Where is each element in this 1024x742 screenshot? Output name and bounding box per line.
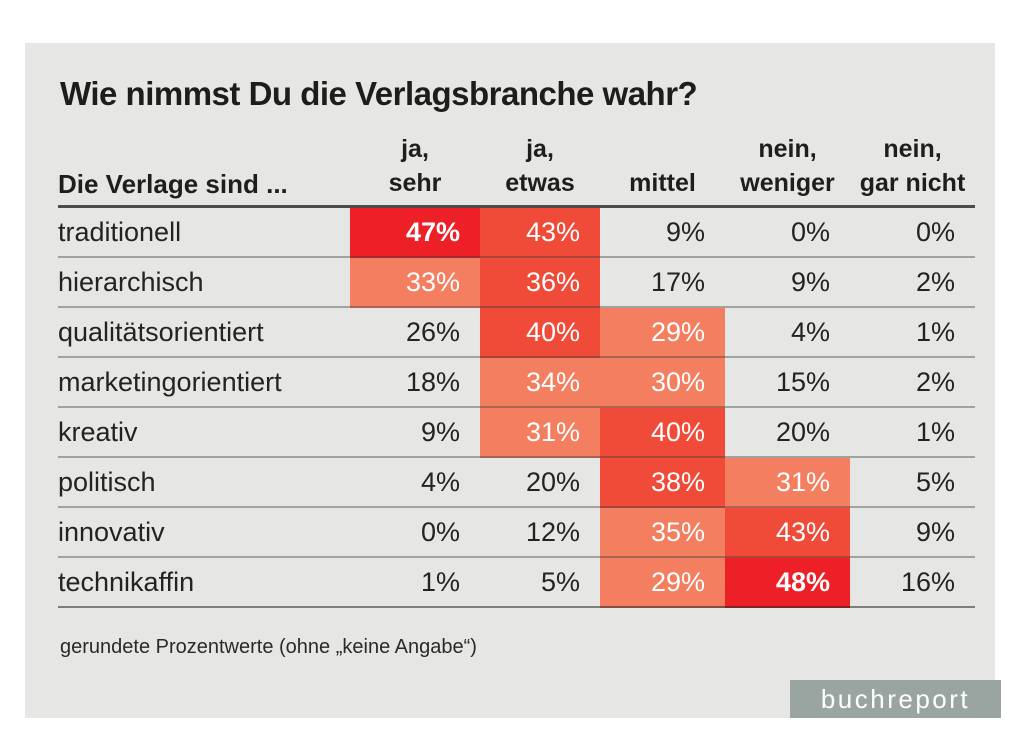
buchreport-logo-text: buchreport — [820, 683, 971, 714]
value-cell: 0% — [725, 208, 850, 258]
row-label: marketingorientiert — [58, 358, 350, 408]
value-cell: 16% — [850, 558, 975, 608]
column-header-line2: mittel — [629, 169, 696, 197]
table-row: politisch 4% 20% 38% 31% 5% — [58, 458, 975, 508]
buchreport-logo: buchreport — [790, 680, 1001, 718]
value-cell: 5% — [850, 458, 975, 508]
value-cell: 15% — [725, 358, 850, 408]
table-row: qualitätsorientiert 26% 40% 29% 4% 1% — [58, 308, 975, 358]
value-cell: 40% — [600, 408, 725, 458]
column-header-line2: weniger — [740, 169, 835, 197]
table-body: traditionell 47% 43% 9% 0% 0% hierarchisch 33% 3… — [58, 208, 975, 608]
value-cell: 4% — [350, 458, 480, 508]
value-cell: 35% — [600, 508, 725, 558]
table-row: innovativ 0% 12% 35% 43% 9% — [58, 508, 975, 558]
row-label: traditionell — [58, 208, 350, 258]
value-cell: 12% — [480, 508, 600, 558]
value-cell: 33% — [350, 258, 480, 308]
value-cell: 0% — [850, 208, 975, 258]
column-header-ja-etwas: ja, etwas — [480, 127, 600, 205]
row-label: kreativ — [58, 408, 350, 458]
footnote: gerundete Prozentwerte (ohne „keine Anga… — [60, 636, 477, 658]
column-header-line2: gar nicht — [859, 169, 966, 197]
column-header-line2: sehr — [388, 169, 442, 197]
value-cell: 43% — [480, 208, 600, 258]
table-row: hierarchisch 33% 36% 17% 9% 2% — [58, 258, 975, 308]
value-cell: 20% — [725, 408, 850, 458]
value-cell: 9% — [850, 508, 975, 558]
value-cell: 9% — [600, 208, 725, 258]
value-cell: 47% — [350, 208, 480, 258]
value-cell: 0% — [350, 508, 480, 558]
row-label: qualitätsorientiert — [58, 308, 350, 358]
chart-title: Wie nimmst Du die Verlagsbranche wahr? — [60, 75, 698, 112]
column-header-nein-gar-nicht: nein, gar nicht — [850, 127, 975, 205]
value-cell: 48% — [725, 558, 850, 608]
survey-table: Die Verlage sind ... ja, sehr ja, etwas … — [58, 127, 975, 608]
value-cell: 1% — [350, 558, 480, 608]
value-cell: 43% — [725, 508, 850, 558]
row-label: technikaffin — [58, 558, 350, 608]
value-cell: 26% — [350, 308, 480, 358]
value-cell: 4% — [725, 308, 850, 358]
value-cell: 1% — [850, 308, 975, 358]
value-cell: 20% — [480, 458, 600, 508]
value-cell: 31% — [725, 458, 850, 508]
value-cell: 31% — [480, 408, 600, 458]
table-row: marketingorientiert 18% 34% 30% 15% 2% — [58, 358, 975, 408]
value-cell: 29% — [600, 558, 725, 608]
value-cell: 38% — [600, 458, 725, 508]
value-cell: 1% — [850, 408, 975, 458]
value-cell: 2% — [850, 358, 975, 408]
value-cell: 9% — [350, 408, 480, 458]
table-row: traditionell 47% 43% 9% 0% 0% — [58, 208, 975, 258]
chart-panel: Wie nimmst Du die Verlagsbranche wahr? D… — [25, 43, 995, 718]
column-header-mittel: mittel — [600, 127, 725, 205]
row-label: innovativ — [58, 508, 350, 558]
value-cell: 34% — [480, 358, 600, 408]
column-header-line1: ja, — [401, 135, 429, 163]
column-header-line1: ja, — [526, 135, 554, 163]
value-cell: 30% — [600, 358, 725, 408]
value-cell: 9% — [725, 258, 850, 308]
value-cell: 18% — [350, 358, 480, 408]
value-cell: 36% — [480, 258, 600, 308]
value-cell: 29% — [600, 308, 725, 358]
table-header-row: Die Verlage sind ... ja, sehr ja, etwas … — [58, 127, 975, 208]
column-header-line2: etwas — [505, 169, 575, 197]
value-cell: 40% — [480, 308, 600, 358]
column-header-line1: nein, — [758, 135, 817, 163]
value-cell: 17% — [600, 258, 725, 308]
row-header-label: Die Verlage sind ... — [58, 169, 288, 199]
value-cell: 5% — [480, 558, 600, 608]
column-header-ja-sehr: ja, sehr — [350, 127, 480, 205]
column-header-line1: nein, — [883, 135, 942, 163]
value-cell: 2% — [850, 258, 975, 308]
table-row: kreativ 9% 31% 40% 20% 1% — [58, 408, 975, 458]
column-header-nein-weniger: nein, weniger — [725, 127, 850, 205]
row-label: hierarchisch — [58, 258, 350, 308]
row-label: politisch — [58, 458, 350, 508]
table-row: technikaffin 1% 5% 29% 48% 16% — [58, 558, 975, 608]
